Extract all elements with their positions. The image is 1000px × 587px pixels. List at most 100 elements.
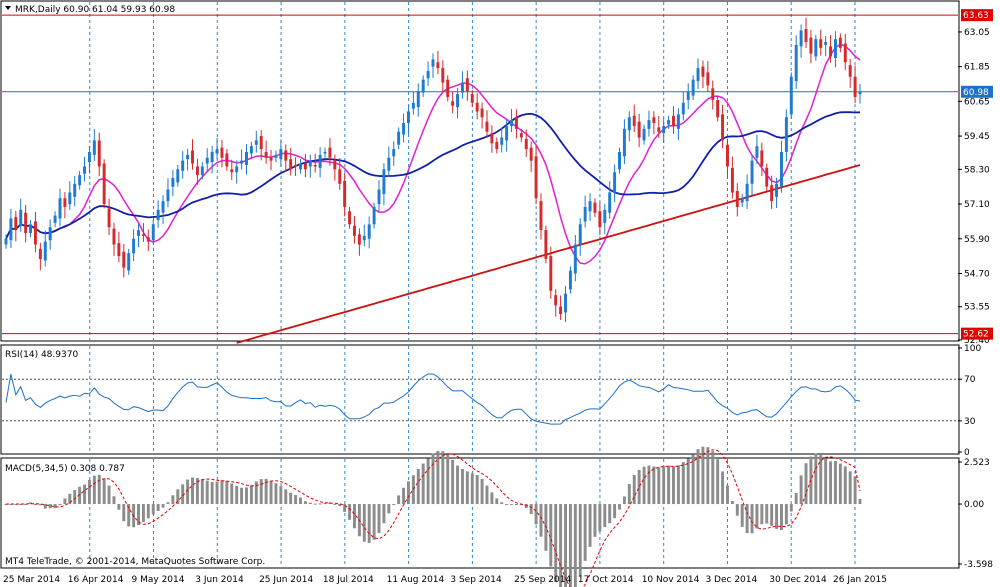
candle-body: [14, 217, 18, 231]
candle-body: [730, 167, 734, 193]
macd-bar: [642, 466, 646, 505]
macd-bar: [460, 468, 464, 505]
macd-bar: [603, 504, 607, 528]
macd-bar: [652, 466, 656, 505]
macd-bar: [38, 504, 42, 506]
macd-bar: [411, 475, 415, 505]
candle-body: [397, 131, 401, 145]
triangle-down-icon[interactable]: [5, 6, 11, 10]
macd-bar: [426, 458, 430, 505]
candle-body: [829, 46, 833, 57]
candle-body: [539, 201, 543, 231]
candle-body: [529, 147, 533, 161]
date-label: 25 Mar 2014: [3, 575, 60, 585]
rsi-pane[interactable]: [0, 344, 960, 455]
candle-body: [549, 256, 553, 291]
candle-body: [416, 91, 420, 108]
macd-bar: [711, 451, 715, 505]
candle-body: [637, 121, 641, 138]
candle-body: [284, 150, 288, 161]
candle-body: [608, 192, 612, 213]
macd-bar: [53, 504, 57, 509]
candle-body: [274, 154, 278, 158]
candle-body: [706, 72, 710, 86]
macd-bar: [186, 479, 190, 505]
macd-bar: [524, 504, 528, 509]
candle-body: [372, 206, 376, 225]
candle-body: [809, 37, 813, 54]
candle-body: [245, 151, 248, 165]
price-tick-label: 52.40: [964, 336, 990, 346]
macd-bar: [279, 486, 283, 505]
candle-body: [97, 140, 101, 167]
macd-bar: [588, 504, 592, 547]
macd-bar: [68, 493, 72, 505]
candle-body: [436, 62, 440, 69]
macd-bar: [779, 504, 783, 531]
macd-bar: [14, 504, 18, 506]
candle-body: [779, 151, 783, 187]
macd-bar: [406, 481, 410, 505]
rsi-tick-label: 0: [964, 448, 970, 458]
candle-body: [377, 189, 381, 205]
candle-body: [313, 164, 317, 167]
macd-bar: [456, 465, 460, 505]
date-label: 10 Nov 2014: [642, 575, 700, 585]
candle-body: [33, 221, 37, 245]
candle-body: [215, 149, 219, 154]
macd-bar: [505, 504, 509, 506]
macd-bar: [137, 504, 140, 526]
candle-body: [691, 79, 695, 96]
macd-bar: [775, 504, 779, 529]
macd-bar: [421, 463, 425, 505]
candle-body: [117, 243, 121, 257]
level-tag-label: 63.63: [963, 11, 989, 21]
price-tick-label: 61.85: [964, 63, 990, 73]
macd-bar: [804, 463, 808, 505]
macd-bar: [343, 504, 347, 512]
candle-body: [53, 215, 57, 223]
candle-body: [68, 192, 72, 205]
macd-bar: [480, 478, 484, 505]
macd-bar: [284, 489, 288, 505]
candle-body: [48, 227, 52, 241]
candle-body: [367, 224, 371, 239]
macd-bar: [843, 466, 847, 505]
candlesticks: [4, 17, 862, 323]
candle-body: [166, 189, 170, 202]
candle-body: [127, 253, 131, 271]
candle-body: [402, 123, 406, 135]
candle-body: [382, 169, 386, 194]
candle-body: [220, 147, 224, 158]
date-label: 3 Dec 2014: [705, 575, 757, 585]
macd-bar: [514, 504, 518, 506]
macd-bar: [593, 504, 597, 537]
candle-body: [279, 149, 283, 160]
candle-body: [681, 102, 685, 115]
candle-body: [770, 185, 774, 202]
macd-bar: [485, 485, 489, 505]
macd-bar: [686, 458, 690, 505]
macd-bar: [770, 504, 774, 526]
macd-bar: [274, 483, 278, 505]
macd-signal-line: [6, 449, 861, 587]
candle-body: [426, 70, 430, 79]
macd-bar: [289, 492, 293, 505]
date-label: 25 Jun 2014: [259, 575, 313, 585]
candle-body: [451, 101, 455, 106]
date-label: 16 Apr 2014: [68, 575, 124, 585]
candle-body: [799, 30, 803, 47]
macd-bar: [436, 450, 440, 505]
macd-bar: [858, 498, 862, 505]
rsi-tick-label: 30: [964, 417, 976, 427]
candle-body: [4, 238, 8, 245]
macd-bar: [549, 504, 553, 567]
macd-bar: [161, 504, 165, 508]
price-pane[interactable]: [0, 0, 960, 342]
candle-body: [38, 248, 42, 260]
candle-body: [765, 167, 769, 187]
macd-pane[interactable]: [0, 457, 960, 569]
macd-bar: [564, 504, 567, 587]
candle-body: [510, 120, 514, 126]
